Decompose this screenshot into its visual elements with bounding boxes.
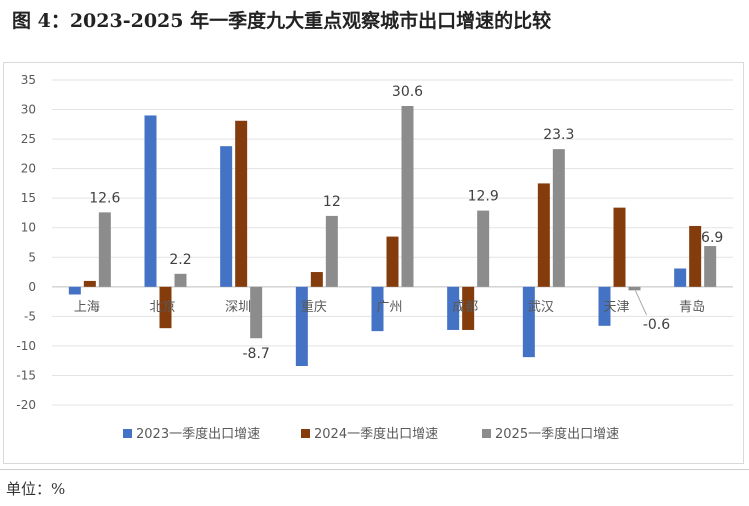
x-tick-label: 武汉 (528, 300, 554, 315)
legend-swatch (123, 429, 132, 438)
bar-2023-7 (598, 286, 611, 326)
bar-2024-5 (462, 286, 475, 330)
bar-2023-3 (295, 286, 308, 366)
bar-2024-0 (83, 280, 96, 287)
x-tick-label: 天津 (603, 300, 629, 315)
bar-2023-1 (144, 115, 157, 287)
y-tick-label: 20 (21, 162, 36, 176)
y-tick-label: 30 (21, 103, 36, 117)
bar-2023-8 (674, 268, 687, 287)
y-tick-label: -15 (16, 368, 36, 382)
data-label: 2.2 (169, 252, 191, 268)
bar-2025-1 (174, 273, 187, 287)
bar-2023-5 (447, 286, 460, 330)
chart-title: 图 4：2023-2025 年一季度九大重点观察城市出口增速的比较 (12, 10, 552, 32)
bar-2025-6 (552, 149, 565, 287)
y-tick-label: -20 (16, 398, 36, 412)
data-label: 12 (323, 194, 341, 210)
legend-swatch (301, 429, 310, 438)
y-tick-label: 35 (21, 73, 36, 87)
legend-label: 2025一季度出口增速 (495, 426, 619, 442)
x-tick-label: 北京 (149, 300, 175, 315)
leader-line (635, 290, 647, 316)
data-label: 6.9 (701, 230, 723, 246)
x-tick-label: 成都 (452, 300, 478, 315)
data-label: -0.6 (643, 317, 670, 333)
chart-frame (3, 62, 744, 464)
bar-2024-8 (689, 225, 702, 287)
bar-2025-3 (325, 215, 338, 287)
y-tick-label: -10 (16, 339, 36, 353)
bar-2023-6 (522, 286, 535, 358)
y-tick-label: 25 (21, 132, 36, 146)
legend-label: 2023一季度出口增速 (136, 426, 260, 442)
bar-2023-4 (371, 286, 384, 332)
data-label: 12.6 (89, 190, 120, 206)
y-tick-label: 15 (21, 191, 36, 205)
x-tick-label: 广州 (376, 300, 402, 315)
y-tick-label: 10 (21, 221, 36, 235)
bar-2025-7 (628, 286, 641, 291)
bar-2024-7 (613, 207, 626, 287)
data-label: -8.7 (243, 346, 270, 362)
bar-2025-4 (401, 106, 414, 287)
bar-2025-0 (98, 212, 111, 287)
x-tick-label: 上海 (74, 300, 100, 315)
bar-2024-2 (235, 120, 248, 287)
legend-label: 2024一季度出口增速 (314, 426, 438, 442)
bar-2024-4 (386, 236, 399, 287)
y-tick-label: 0 (28, 280, 36, 294)
x-tick-label: 青岛 (679, 299, 705, 315)
data-label: 12.9 (468, 189, 499, 205)
x-tick-label: 深圳 (225, 300, 251, 315)
data-label: 23.3 (543, 127, 574, 143)
unit-label: 单位：% (6, 480, 66, 498)
y-tick-label: -5 (24, 309, 36, 323)
bar-2024-6 (537, 183, 550, 287)
bar-2025-5 (477, 210, 490, 287)
bar-chart: 35 30 25 20 15 10 5 0 -5 -10 -15 -20 上海 北京 深圳 重庆 广州 成都 武汉 天… (16, 73, 733, 442)
bar-2023-0 (68, 286, 81, 295)
bar-2024-3 (310, 272, 323, 287)
x-tick-label: 重庆 (301, 299, 327, 315)
data-label: 30.6 (392, 84, 423, 100)
bar-2023-2 (220, 146, 233, 287)
legend-swatch (482, 429, 491, 438)
bar-2025-2 (250, 286, 263, 339)
divider (0, 469, 749, 470)
bar-2024-1 (159, 286, 172, 329)
bar-2025-8 (704, 246, 717, 287)
y-tick-label: 5 (28, 250, 36, 264)
